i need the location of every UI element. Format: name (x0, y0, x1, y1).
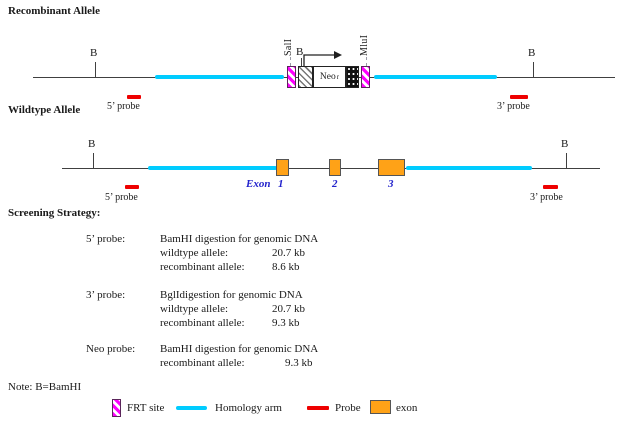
sali-site-label: SalI (283, 38, 294, 56)
homology-arm-left (148, 166, 277, 170)
allele-size: 9.3 kb (272, 317, 300, 329)
promoter-hatched-box (298, 66, 313, 88)
mlui-site-label: MluI (359, 34, 370, 56)
three-prime-probe-bar (543, 185, 558, 189)
homology-arm-left (155, 75, 284, 79)
allele-size: 8.6 kb (272, 261, 300, 273)
wildtype-allele-title: Wildtype Allele (8, 104, 81, 116)
exon-1-box (276, 159, 289, 176)
mlui-connector-line (366, 57, 367, 66)
five-prime-probe-label: 5’ probe (107, 101, 140, 112)
exon-2-box (329, 159, 341, 176)
allele-label: wildtype allele: (160, 303, 229, 315)
frt-site-box-right (361, 66, 370, 88)
exon-3-label: 3 (388, 178, 394, 190)
bamhi-tick-left (93, 153, 94, 168)
three-prime-probe-bar (510, 95, 528, 99)
allele-size: 20.7 kb (272, 303, 305, 315)
allele-label: recombinant allele: (160, 357, 245, 369)
bamhi-site-label: B (528, 47, 536, 59)
exon-2-label: 2 (332, 178, 338, 190)
probe-swatch (307, 406, 329, 410)
bamhi-site-label: B (561, 138, 569, 150)
probe-name: 3’ probe: (86, 289, 126, 301)
five-prime-probe-bar (127, 95, 141, 99)
exon-swatch (370, 400, 391, 414)
digestion-text: BamHI digestion for genomic DNA (160, 233, 319, 245)
allele-label: wildtype allele: (160, 247, 229, 259)
bamhi-tick-left (95, 62, 96, 77)
exon-word-label: Exon (246, 178, 271, 190)
homology-arm-right (406, 166, 532, 170)
bamhi-site-label: B (90, 47, 98, 59)
frt-site-icon (112, 399, 121, 417)
transcription-start-arrow-icon (303, 51, 342, 66)
bamhi-tick-right (566, 153, 567, 168)
screening-strategy-title: Screening Strategy: (8, 207, 101, 219)
bamhi-tick-right (533, 62, 534, 77)
digestion-text: BamHI digestion for genomic DNA (160, 343, 319, 355)
bamhi-tick-cassette (301, 58, 302, 66)
probe-name: 5’ probe: (86, 233, 126, 245)
homology-arm-swatch (176, 406, 207, 410)
three-prime-probe-label: 3’ probe (497, 101, 530, 112)
allele-label: recombinant allele: (160, 261, 245, 273)
allele-size: 20.7 kb (272, 247, 305, 259)
probe-name: Neo probe: (86, 343, 136, 355)
legend-probe-label: Probe (335, 402, 361, 414)
legend-frt-label: FRT site (127, 402, 165, 414)
neo-cassette-box: Neo r (313, 66, 346, 88)
polya-dotted-box (346, 66, 359, 88)
five-prime-probe-bar (125, 185, 139, 189)
legend-exon-label: exon (396, 402, 418, 414)
sali-connector-line (290, 57, 291, 66)
neo-label: Neo (319, 72, 336, 82)
homology-arm-right (374, 75, 497, 79)
exon-1-label: 1 (278, 178, 284, 190)
exon-3-box (378, 159, 405, 176)
allele-label: recombinant allele: (160, 317, 245, 329)
neo-superscript: r (336, 72, 340, 81)
recombinant-allele-title: Recombinant Allele (8, 5, 100, 17)
three-prime-probe-label: 3’ probe (530, 192, 563, 203)
legend-homology-label: Homology arm (215, 402, 282, 414)
digestion-text: BglIdigestion for genomic DNA (160, 289, 303, 301)
frt-site-box-left (287, 66, 296, 88)
allele-size: 9.3 kb (285, 357, 313, 369)
bamhi-site-label: B (88, 138, 96, 150)
five-prime-probe-label: 5’ probe (105, 192, 138, 203)
note-text: Note: B=BamHI (8, 381, 82, 393)
bamhi-site-label: B (296, 46, 304, 58)
